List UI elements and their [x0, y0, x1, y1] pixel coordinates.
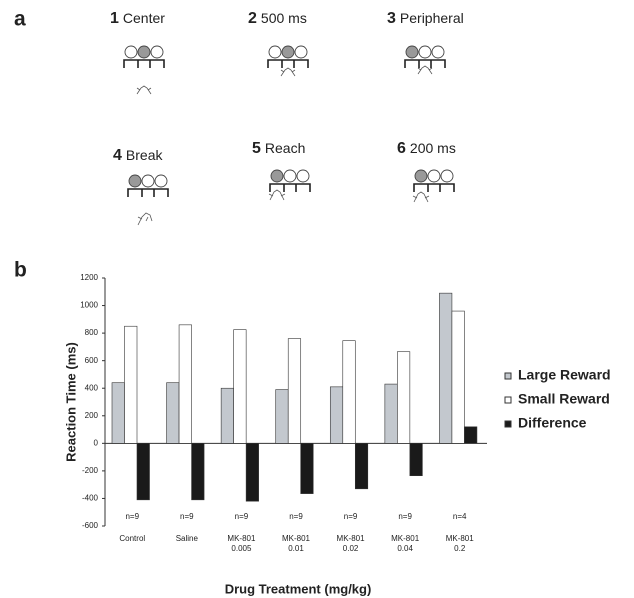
bar — [464, 427, 477, 444]
bar — [192, 443, 205, 499]
step-label: Break — [126, 147, 164, 163]
step-label: 500 ms — [261, 10, 307, 26]
bar — [167, 383, 180, 444]
step-number: 5 — [252, 140, 261, 157]
y-tick-label: 0 — [94, 438, 99, 447]
y-tick-label: -400 — [82, 494, 99, 503]
y-tick-label: 1200 — [80, 273, 98, 282]
bar — [179, 325, 192, 443]
x-tick-label: MK-801 0.02 — [324, 534, 378, 554]
figure: a b 1Center 2500 ms 3Peripheral 4Break 5… — [0, 0, 634, 598]
step-number: 6 — [397, 140, 406, 157]
legend-swatch — [505, 397, 511, 403]
y-tick-label: 600 — [85, 356, 99, 365]
x-tick-label: MK-801 0.2 — [433, 534, 487, 554]
bar — [301, 443, 314, 493]
bar — [125, 326, 138, 443]
bar — [234, 330, 247, 444]
bar — [410, 443, 423, 475]
annotation: n=4 — [433, 512, 487, 522]
step-label: Reach — [265, 140, 305, 156]
bar — [330, 387, 343, 443]
panel-label: a — [14, 8, 26, 31]
chart: a b 1Center 2500 ms 3Peripheral 4Break 5… — [0, 0, 634, 598]
step-icon — [268, 46, 308, 76]
y-tick-label: -600 — [82, 521, 99, 530]
bar — [276, 390, 289, 444]
annotation: n=9 — [160, 512, 214, 522]
step-label: Peripheral — [400, 10, 464, 26]
annotation: n=9 — [269, 512, 323, 522]
bar — [288, 339, 301, 444]
step-number: 2 — [248, 10, 257, 27]
bar — [246, 443, 259, 501]
bar — [137, 443, 150, 499]
bar — [439, 293, 452, 443]
bar — [397, 352, 410, 444]
y-axis-title: Reaction Time (ms) — [63, 342, 78, 462]
y-tick-label: 800 — [85, 328, 99, 337]
step-icon — [128, 175, 168, 225]
step-icon — [124, 46, 164, 94]
x-tick-label: MK-801 0.005 — [214, 534, 268, 554]
bar — [452, 311, 465, 443]
annotation: n=9 — [378, 512, 432, 522]
x-tick-label: Control — [105, 534, 159, 544]
step-label: Center — [123, 10, 165, 26]
legend-swatch — [505, 373, 511, 379]
bar — [343, 341, 356, 444]
legend-label: Large Reward — [518, 367, 611, 383]
x-tick-label: Saline — [160, 534, 214, 544]
step-number: 3 — [387, 10, 396, 27]
step-icon — [269, 170, 310, 200]
x-tick-label: MK-801 0.04 — [378, 534, 432, 554]
annotation: n=9 — [214, 512, 268, 522]
step-icon — [413, 170, 454, 202]
step-label: 200 ms — [410, 140, 456, 156]
y-tick-label: 200 — [85, 411, 99, 420]
annotation: n=9 — [324, 512, 378, 522]
step-icon — [405, 46, 445, 74]
step-number: 1 — [110, 10, 119, 27]
legend-label: Small Reward — [518, 391, 610, 407]
y-tick-label: 400 — [85, 383, 99, 392]
x-axis-title: Drug Treatment (mg/kg) — [225, 581, 372, 596]
bar — [355, 443, 368, 488]
bar — [112, 383, 125, 444]
y-tick-label: -200 — [82, 466, 99, 475]
x-tick-label: MK-801 0.01 — [269, 534, 323, 554]
step-number: 4 — [113, 147, 122, 164]
panel-label: b — [14, 259, 27, 282]
annotation: n=9 — [105, 512, 159, 522]
bar — [221, 388, 234, 443]
legend-swatch — [505, 421, 511, 427]
legend-label: Difference — [518, 415, 587, 431]
bar — [385, 384, 398, 443]
y-tick-label: 1000 — [80, 301, 98, 310]
